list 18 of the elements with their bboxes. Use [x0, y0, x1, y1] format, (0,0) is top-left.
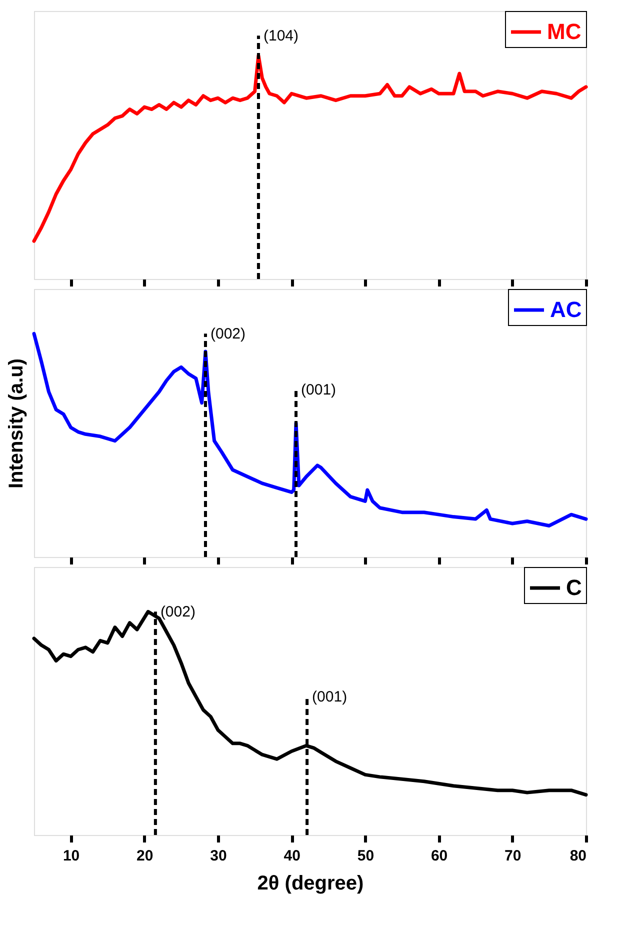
x-tick-label: 20	[136, 848, 154, 864]
legend-label: C	[566, 575, 582, 600]
x-tick-label: 10	[62, 848, 80, 864]
x-tick-label: 80	[570, 848, 586, 864]
x-tick-label: 70	[504, 848, 522, 864]
annotation: (002)	[210, 326, 246, 343]
x-tick-label: 50	[357, 848, 374, 864]
x-tick-label: 60	[430, 848, 448, 864]
y-axis-title: Intensity (a.u)	[6, 358, 28, 489]
annotation: (001)	[312, 688, 348, 706]
annotation: (002)	[160, 604, 196, 621]
x-tick-label: 30	[210, 848, 227, 864]
legend-label: MC	[547, 19, 582, 44]
legend-label: AC	[550, 297, 582, 322]
x-tick-label: 40	[284, 848, 300, 864]
annotation: (104)	[263, 28, 299, 45]
annotation: (001)	[301, 382, 336, 398]
x-axis-title: 2θ (degree)	[257, 872, 364, 894]
